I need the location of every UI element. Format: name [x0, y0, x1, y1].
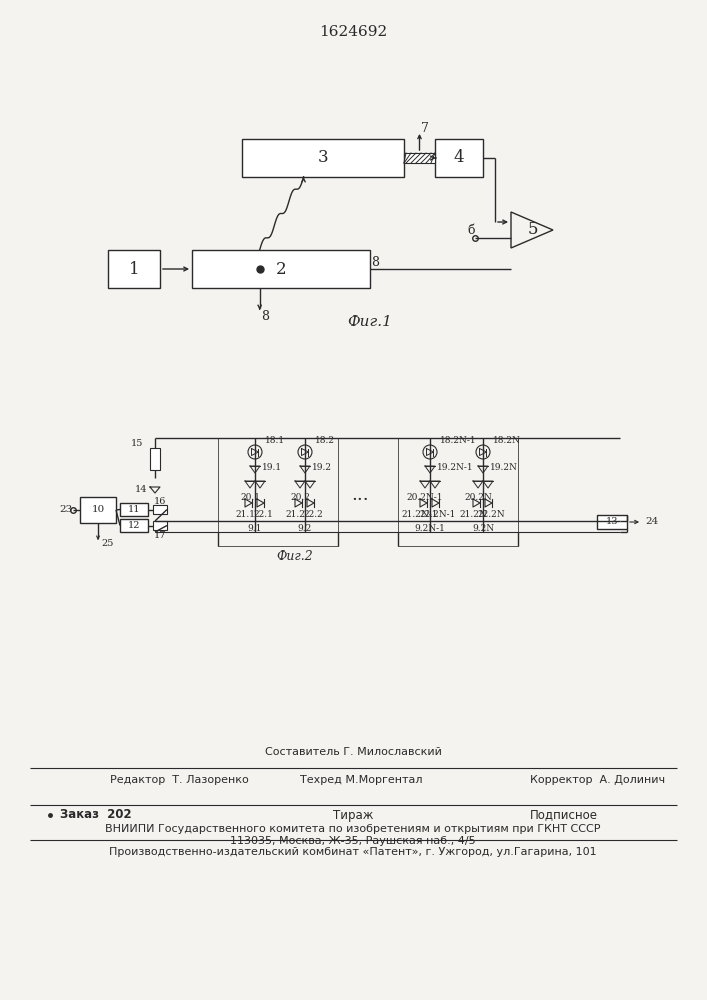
Text: 11: 11 — [128, 505, 140, 514]
Text: Подписное: Подписное — [530, 808, 598, 822]
Text: 8: 8 — [261, 310, 269, 322]
Text: 19.1: 19.1 — [262, 464, 282, 473]
Bar — [120, 503, 148, 516]
Text: 19.2: 19.2 — [312, 464, 332, 473]
Text: 1624692: 1624692 — [319, 25, 387, 39]
Text: 9.1: 9.1 — [248, 524, 262, 533]
Bar — [150, 448, 160, 470]
Bar — [80, 497, 116, 523]
Text: 3: 3 — [317, 149, 328, 166]
Text: 7: 7 — [421, 121, 428, 134]
Text: Тираж: Тираж — [333, 808, 373, 822]
Bar — [404, 153, 435, 163]
Text: 9.2N-1: 9.2N-1 — [414, 524, 445, 533]
Text: Составитель Г. Милославский: Составитель Г. Милославский — [264, 747, 441, 757]
Text: 9.2N: 9.2N — [472, 524, 494, 533]
Text: 18.2N-1: 18.2N-1 — [440, 436, 477, 445]
Text: 9.2: 9.2 — [298, 524, 312, 533]
Text: Корректор  А. Долинич: Корректор А. Долинич — [530, 775, 665, 785]
Text: 113035, Москва, Ж-35, Раушская наб., 4/5: 113035, Москва, Ж-35, Раушская наб., 4/5 — [230, 836, 476, 846]
Text: 20.2N: 20.2N — [464, 493, 492, 502]
Text: 21.2N: 21.2N — [459, 510, 487, 519]
Text: 21.2: 21.2 — [285, 510, 305, 519]
Text: 23: 23 — [60, 506, 73, 514]
Text: 16: 16 — [154, 496, 166, 506]
Text: 15: 15 — [131, 440, 143, 448]
Text: 1: 1 — [129, 260, 139, 277]
Bar — [398, 438, 518, 546]
Text: 2: 2 — [276, 260, 286, 277]
Text: 8: 8 — [371, 256, 379, 269]
Text: 20.2: 20.2 — [290, 493, 310, 502]
Text: 25: 25 — [101, 538, 113, 548]
Text: ВНИИПИ Государственного комитета по изобретениям и открытиям при ГКНТ СССР: ВНИИПИ Государственного комитета по изоб… — [105, 824, 601, 834]
Text: 22.2: 22.2 — [303, 510, 323, 519]
Bar — [153, 521, 167, 530]
Text: 13: 13 — [606, 518, 618, 526]
Text: Заказ  202: Заказ 202 — [60, 808, 132, 822]
Bar — [192, 250, 370, 288]
Text: 18.1: 18.1 — [265, 436, 285, 445]
Text: 20.1: 20.1 — [240, 493, 260, 502]
Text: б: б — [467, 224, 474, 236]
Bar — [153, 505, 167, 514]
Text: Производственно-издательский комбинат «Патент», г. Ужгород, ул.Гагарина, 101: Производственно-издательский комбинат «П… — [109, 847, 597, 857]
Text: 19.2N-1: 19.2N-1 — [437, 464, 474, 473]
Text: 14: 14 — [134, 486, 147, 494]
Text: 18.2N: 18.2N — [493, 436, 521, 445]
Text: 17: 17 — [153, 530, 166, 540]
Text: 19.2N: 19.2N — [490, 464, 518, 473]
Text: ...: ... — [351, 486, 369, 504]
Text: Редактор  Т. Лазоренко: Редактор Т. Лазоренко — [110, 775, 249, 785]
Text: 10: 10 — [91, 506, 105, 514]
Text: 5: 5 — [527, 222, 538, 238]
Text: Фиг.2: Фиг.2 — [276, 550, 313, 564]
Bar — [108, 250, 160, 288]
Text: 21.2N-1: 21.2N-1 — [402, 510, 438, 519]
Text: 22.2N-1: 22.2N-1 — [420, 510, 456, 519]
Bar — [120, 519, 148, 532]
Text: 20.2N-1: 20.2N-1 — [407, 493, 443, 502]
Bar — [218, 438, 338, 546]
Text: 24: 24 — [645, 518, 658, 526]
Text: Фиг.1: Фиг.1 — [348, 315, 392, 329]
Bar — [597, 515, 627, 529]
Text: 22.2N: 22.2N — [477, 510, 505, 519]
Text: 4: 4 — [454, 149, 464, 166]
Text: 12: 12 — [128, 521, 140, 530]
Text: Техред М.Моргентал: Техред М.Моргентал — [300, 775, 423, 785]
Text: 21.1: 21.1 — [235, 510, 255, 519]
Bar — [435, 139, 483, 177]
Text: 22.1: 22.1 — [253, 510, 273, 519]
Text: 18.2: 18.2 — [315, 436, 335, 445]
Bar — [242, 139, 404, 177]
